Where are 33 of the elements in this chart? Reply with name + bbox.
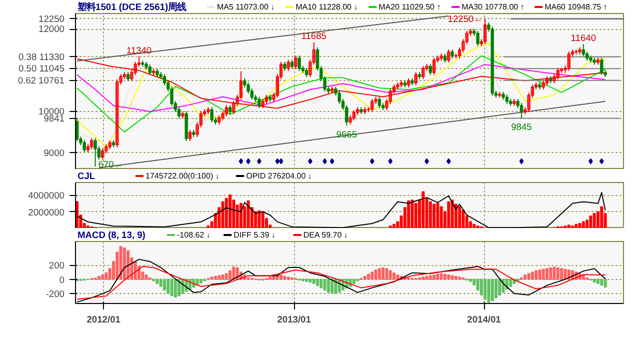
- y-tick-label: 0: [59, 274, 65, 285]
- y-tick-label: 9000: [44, 148, 65, 158]
- y-tick-label: 0.38 11330: [18, 52, 65, 62]
- x-tick-label: 2012/01: [86, 314, 120, 324]
- legend-label: MA20 11029.50 ↑: [378, 2, 441, 12]
- y-tick-label: 0.62 10761: [18, 75, 64, 86]
- x-tick-label: 2013/01: [277, 314, 311, 324]
- annotation: 11340: [126, 45, 152, 56]
- legend-label: MA5 11073.00 ↓: [217, 2, 275, 12]
- annotation: 11685: [301, 31, 326, 42]
- annotation: 9845: [511, 122, 532, 132]
- x-tick-label: 2014/01: [467, 314, 501, 324]
- y-tick-label: 9841: [44, 113, 65, 124]
- chart-title: 塑料1501 (DCE 2561)周线: [76, 2, 186, 12]
- legend-label: -108.62 ↓: [177, 230, 210, 240]
- legend-label: MA30 10778.00 ↑: [462, 2, 524, 12]
- y-tick-label: 200: [48, 260, 65, 271]
- annotation: 12250←: [448, 14, 484, 24]
- y-tick-label: -200: [46, 289, 64, 300]
- chart-title: CJL: [78, 171, 96, 181]
- y-tick-label: 12250: [38, 14, 65, 24]
- annotation: 11640: [570, 33, 596, 44]
- y-tick-label: 0.50 11045: [18, 64, 65, 74]
- legend-label: 1745722.00(0:100) ↓: [146, 172, 220, 180]
- legend-label: MA10 11228.00 ↓: [296, 2, 358, 12]
- y-tick-label: 12000: [38, 24, 65, 34]
- legend-label: OPID 276204.00 ↓: [246, 172, 312, 180]
- y-tick-label: 2000000: [28, 207, 65, 218]
- chart-title: MACD (8, 13, 9): [78, 230, 146, 240]
- legend-label: DEA 59.70 ↓: [303, 230, 348, 240]
- legend-label: DIFF 5.39 ↓: [234, 230, 276, 240]
- y-tick-label: 4000000: [28, 190, 65, 201]
- legend-label: MA60 10948.75 ↑: [544, 2, 608, 12]
